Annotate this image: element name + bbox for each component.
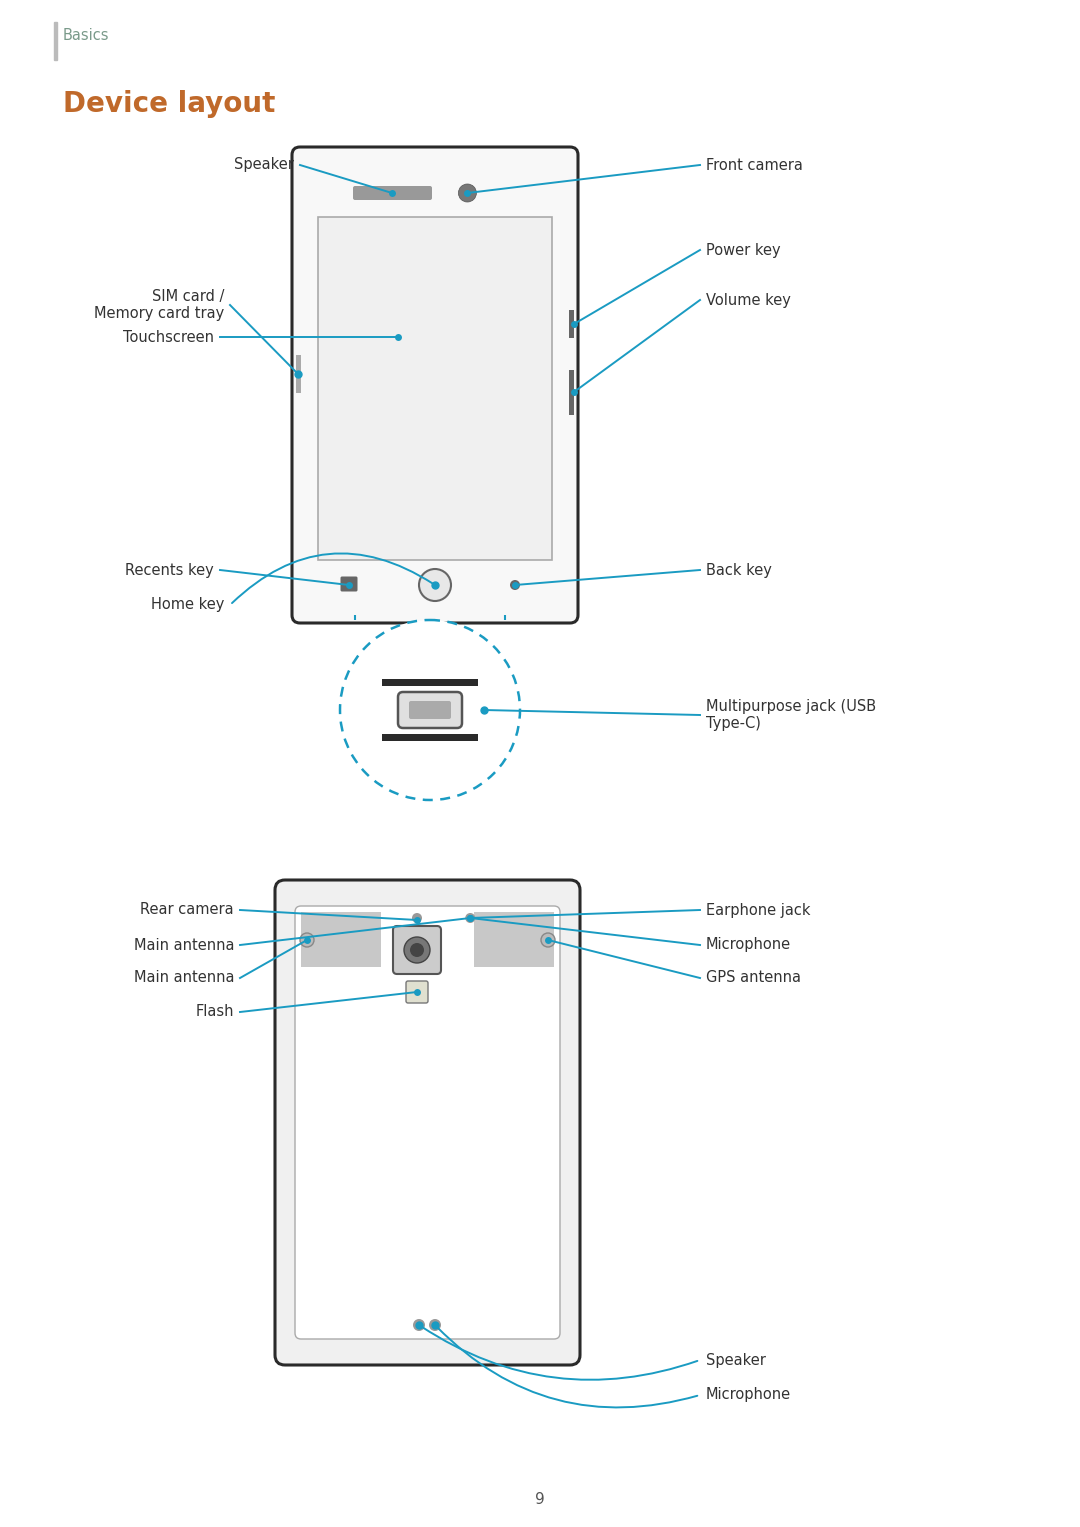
Text: Touchscreen: Touchscreen: [123, 330, 214, 345]
FancyBboxPatch shape: [295, 906, 561, 1339]
Text: Front camera: Front camera: [706, 157, 802, 173]
Text: Rear camera: Rear camera: [140, 902, 234, 918]
Text: Power key: Power key: [706, 243, 781, 258]
Circle shape: [340, 620, 519, 800]
Circle shape: [410, 944, 424, 957]
Bar: [318, 217, 552, 560]
Circle shape: [429, 1319, 441, 1332]
Bar: [474, 912, 554, 967]
Circle shape: [541, 933, 555, 947]
Text: SIM card /
Memory card tray: SIM card / Memory card tray: [94, 289, 224, 321]
Text: Device layout: Device layout: [63, 90, 275, 118]
FancyBboxPatch shape: [399, 692, 462, 728]
Circle shape: [458, 183, 476, 202]
Text: Flash: Flash: [195, 1005, 234, 1020]
FancyBboxPatch shape: [340, 577, 357, 591]
Text: Recents key: Recents key: [125, 562, 214, 577]
Text: 9: 9: [535, 1492, 545, 1507]
Text: Speaker: Speaker: [234, 157, 294, 173]
Text: Volume key: Volume key: [706, 293, 791, 307]
Text: Main antenna: Main antenna: [134, 938, 234, 953]
Text: Speaker: Speaker: [706, 1353, 766, 1368]
Text: Earphone jack: Earphone jack: [706, 902, 810, 918]
Text: Back key: Back key: [706, 562, 772, 577]
Bar: [296, 354, 301, 392]
Text: Main antenna: Main antenna: [134, 971, 234, 985]
FancyBboxPatch shape: [275, 880, 580, 1365]
Bar: [382, 734, 478, 741]
Text: GPS antenna: GPS antenna: [706, 971, 801, 985]
Circle shape: [413, 1319, 426, 1332]
FancyBboxPatch shape: [406, 980, 428, 1003]
FancyBboxPatch shape: [409, 701, 451, 719]
Text: Microphone: Microphone: [706, 1388, 792, 1402]
Circle shape: [465, 913, 475, 922]
Circle shape: [510, 580, 519, 589]
Bar: [382, 680, 478, 686]
Bar: [301, 912, 381, 967]
FancyBboxPatch shape: [393, 925, 441, 974]
Text: Home key: Home key: [150, 597, 224, 612]
FancyBboxPatch shape: [292, 147, 578, 623]
FancyBboxPatch shape: [353, 186, 432, 200]
Bar: [569, 370, 573, 415]
Circle shape: [411, 913, 422, 922]
Bar: [569, 310, 573, 337]
Circle shape: [419, 570, 451, 602]
Bar: [54, 21, 56, 60]
Text: Basics: Basics: [63, 27, 109, 43]
Text: Multipurpose jack (USB
Type-C): Multipurpose jack (USB Type-C): [706, 699, 876, 731]
Circle shape: [300, 933, 314, 947]
Text: Microphone: Microphone: [706, 938, 792, 953]
Circle shape: [404, 938, 430, 964]
